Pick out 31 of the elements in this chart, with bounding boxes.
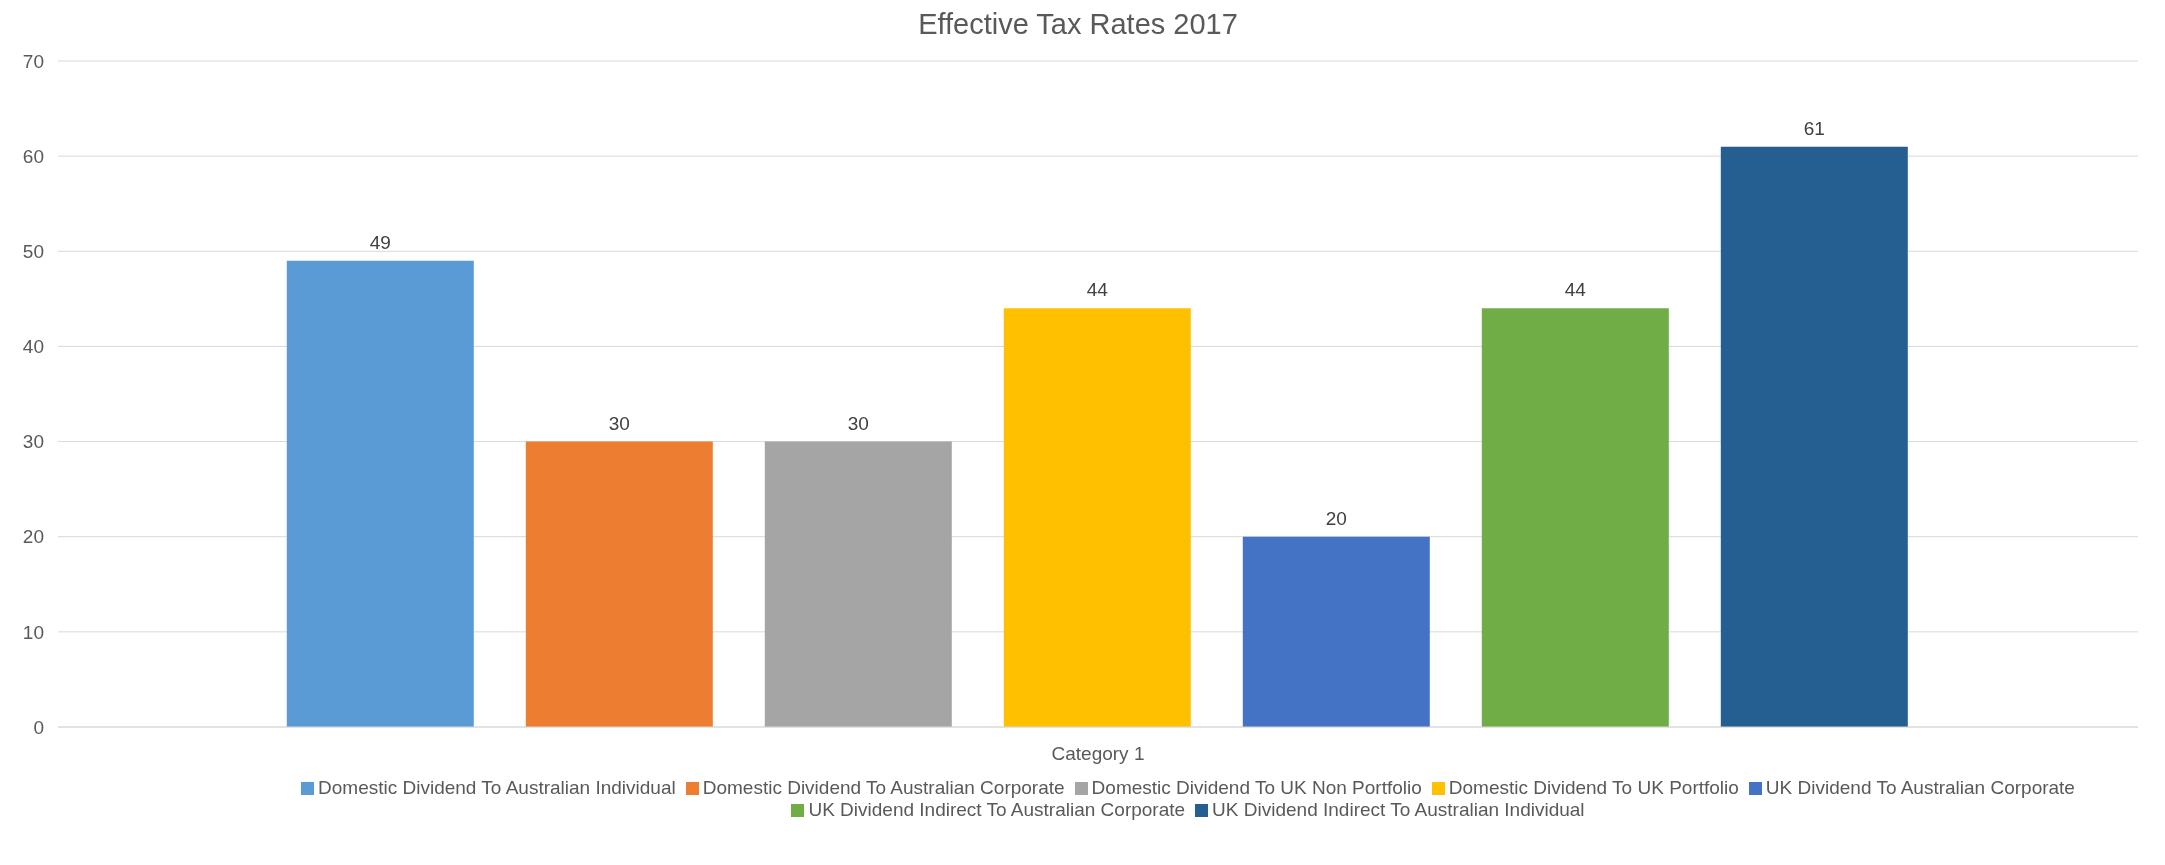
data-label: 44: [1086, 279, 1109, 301]
data-label: 30: [608, 412, 630, 434]
y-tick-label: 0: [33, 716, 44, 738]
y-tick-label: 50: [22, 241, 44, 263]
data-label: 44: [1564, 279, 1587, 301]
y-tick-label: 40: [22, 336, 44, 358]
y-tick-label: 30: [22, 431, 44, 453]
bar: [525, 441, 713, 727]
data-label: 61: [1803, 117, 1825, 139]
legend-label: UK Dividend Indirect To Australian Corporate: [808, 799, 1186, 820]
data-label: 20: [1325, 507, 1347, 529]
bar: [1481, 308, 1669, 727]
y-tick-label: 60: [22, 145, 44, 167]
chart-title: Effective Tax Rates 2017: [917, 8, 1239, 41]
legend-label: Domestic Dividend To UK Portfolio: [1448, 777, 1739, 798]
bar: [1720, 146, 1908, 727]
legend-label: Domestic Dividend To Australian Individual: [318, 777, 676, 798]
bar: [286, 260, 474, 727]
data-label: 30: [847, 412, 869, 434]
bar: [1003, 308, 1191, 727]
y-tick-label: 20: [22, 526, 44, 548]
bar: [764, 441, 952, 727]
y-tick-label: 70: [22, 50, 44, 72]
bar: [1242, 536, 1430, 727]
x-tick-label: Category 1: [1051, 743, 1145, 765]
legend-label: UK Dividend Indirect To Australian Individual: [1212, 799, 1585, 820]
legend-label: Domestic Dividend To Australian Corporate: [702, 777, 1065, 798]
y-tick-label: 10: [22, 621, 44, 643]
legend-label: UK Dividend To Australian Corporate: [1765, 777, 2075, 798]
legend-label: Domestic Dividend To UK Non Portfolio: [1091, 777, 1422, 798]
data-label: 49: [369, 231, 391, 253]
